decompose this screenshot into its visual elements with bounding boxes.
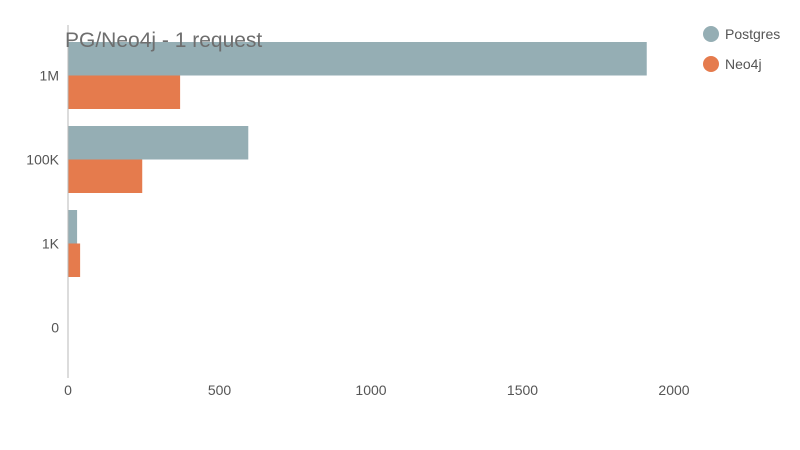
bars-layer (68, 42, 647, 277)
y-tick-label: 1K (42, 236, 60, 252)
bar-postgres-1k (68, 210, 78, 244)
y-axis-ticks: 1M 100K 1K 0 (26, 68, 59, 336)
y-tick-label: 0 (51, 320, 59, 336)
bar-neo4j-1m (68, 75, 181, 109)
bar-neo4j-100k (68, 159, 143, 193)
legend-swatch-postgres (703, 26, 719, 42)
chart-title: PG/Neo4j - 1 request (65, 29, 262, 52)
legend-item-postgres[interactable]: Postgres (703, 26, 780, 42)
legend-item-neo4j[interactable]: Neo4j (703, 56, 762, 72)
bar-neo4j-1k (68, 243, 81, 277)
bar-postgres-1m (68, 42, 647, 76)
x-tick-label: 1000 (355, 382, 386, 398)
x-tick-label: 1500 (507, 382, 538, 398)
x-tick-label: 0 (64, 382, 72, 398)
x-tick-label: 2000 (658, 382, 689, 398)
y-tick-label: 1M (40, 68, 59, 84)
legend: Postgres Neo4j (703, 26, 780, 72)
bar-postgres-100k (68, 126, 249, 160)
x-tick-label: 500 (208, 382, 232, 398)
legend-label-postgres: Postgres (725, 26, 780, 42)
legend-label-neo4j: Neo4j (725, 56, 762, 72)
y-tick-label: 100K (26, 152, 59, 168)
x-axis-ticks: 0 500 1000 1500 2000 (64, 382, 690, 398)
legend-swatch-neo4j (703, 56, 719, 72)
